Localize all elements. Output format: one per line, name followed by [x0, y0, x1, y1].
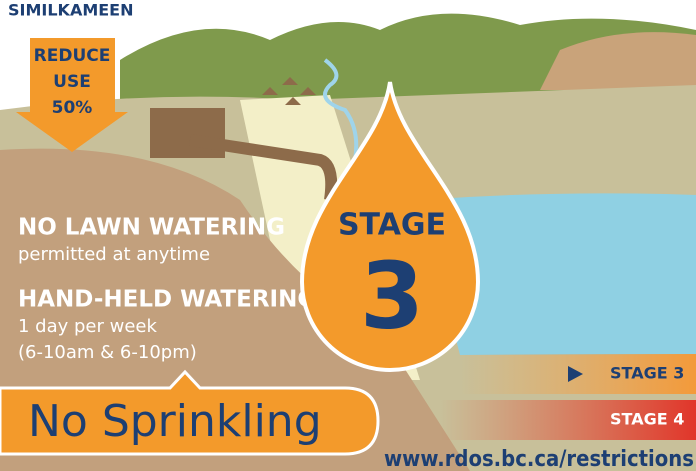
- banner-text: No Sprinkling: [28, 396, 322, 447]
- rule-detail: 1 day per week: [18, 316, 157, 337]
- arrow-text: REDUCE: [34, 46, 111, 66]
- drop-number: 3: [360, 242, 424, 349]
- rule-detail: permitted at anytime: [18, 244, 210, 265]
- arrow-text: 50%: [52, 98, 93, 118]
- rule-title: NO LAWN WATERING: [18, 215, 285, 241]
- rule-title: HAND-HELD WATERING: [18, 287, 316, 313]
- rule-detail: (6-10am & 6-10pm): [18, 342, 197, 363]
- stage-label: STAGE 4: [610, 410, 684, 429]
- org-name: SIMILKAMEEN: [8, 1, 134, 20]
- drop-label: STAGE: [338, 208, 446, 243]
- arrow-text: USE: [53, 72, 91, 92]
- stage-label: STAGE 3: [610, 364, 684, 383]
- poster: SIMILKAMEEN REDUCE USE 50% NO LAWN WATERIN…: [0, 0, 696, 471]
- url: www.rdos.bc.ca/restrictions: [384, 447, 694, 471]
